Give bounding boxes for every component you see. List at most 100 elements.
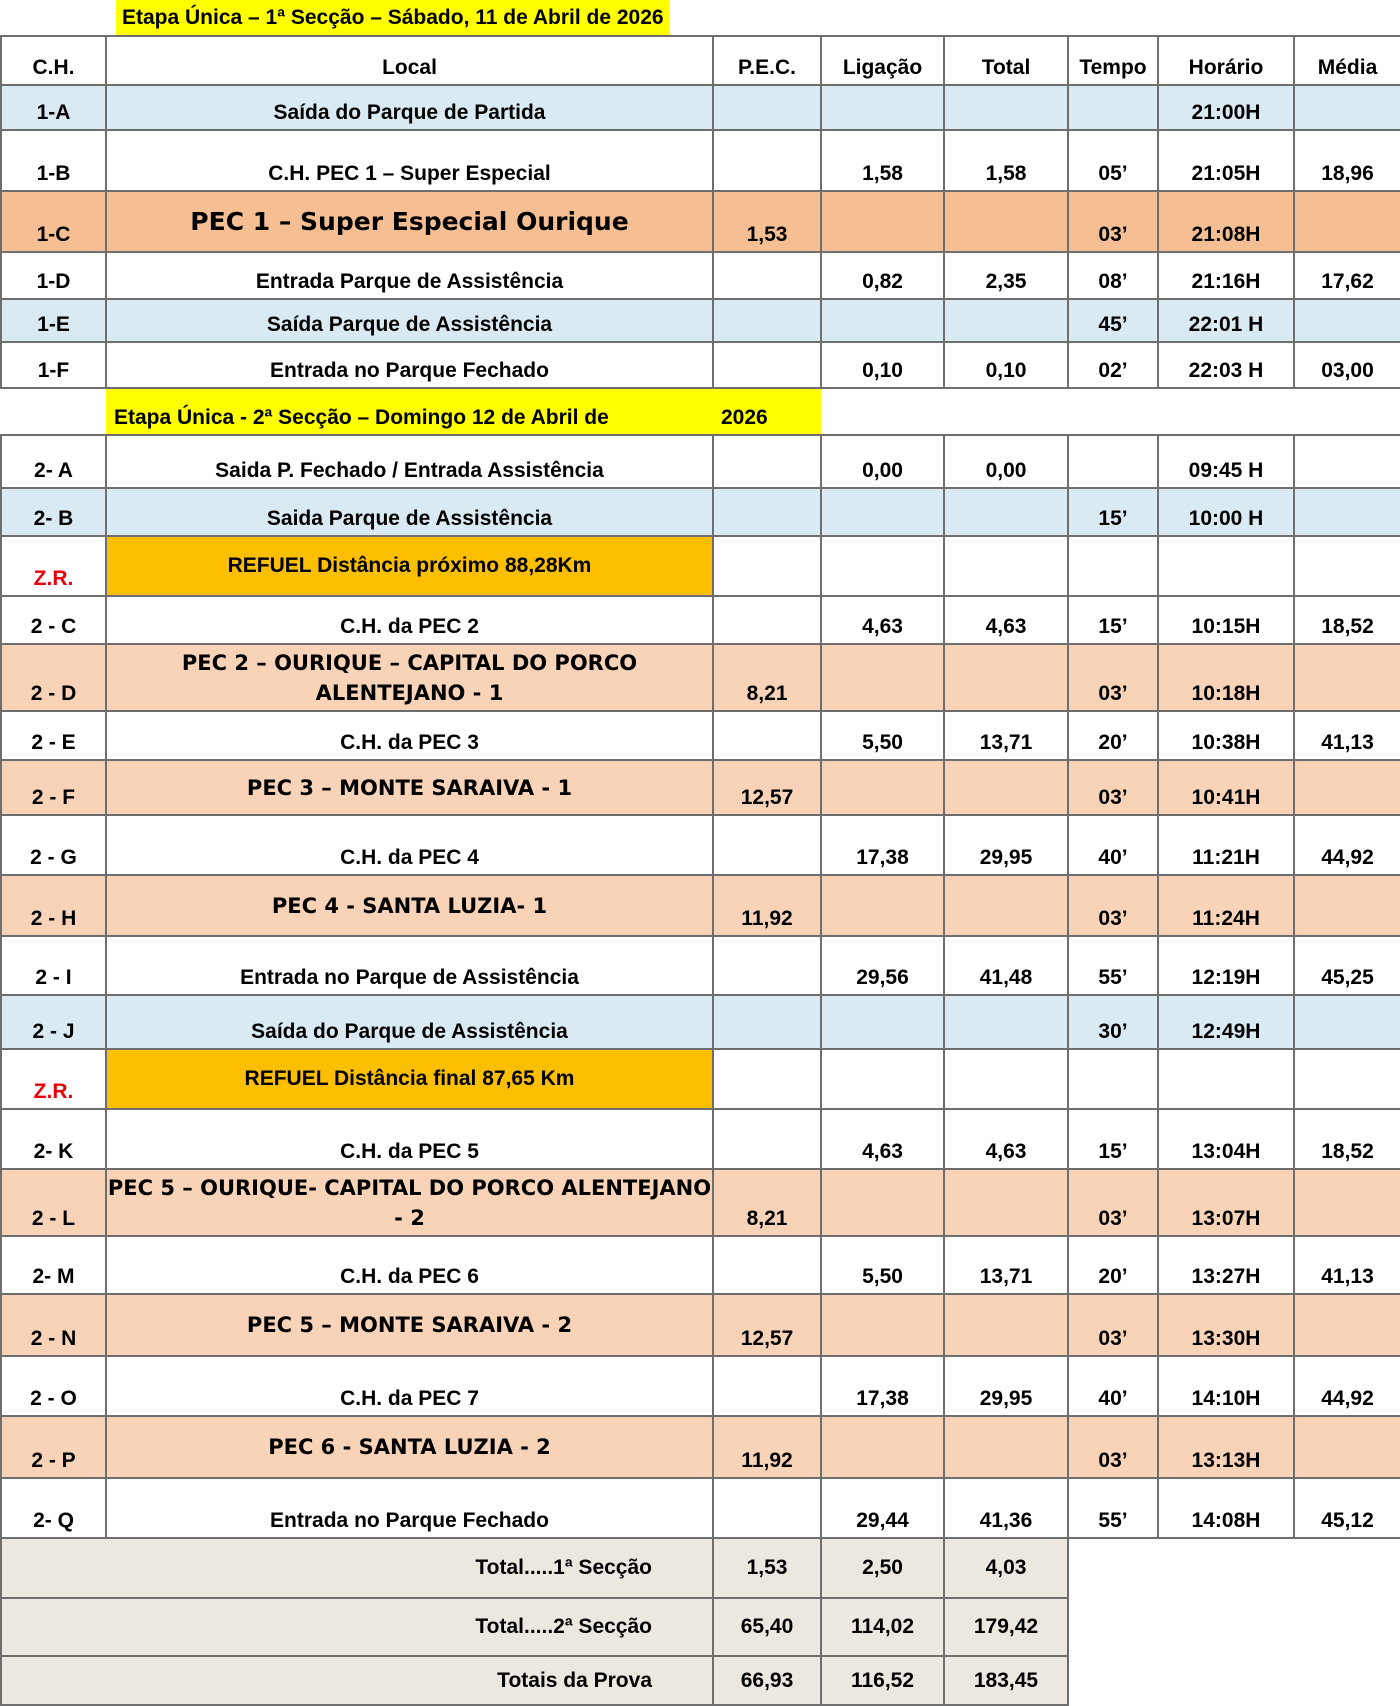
cell-media: 18,96 <box>1293 129 1400 192</box>
cell-local: Saida Parque de Assistência <box>105 487 714 537</box>
cell-horario: 10:38H <box>1157 710 1295 761</box>
cell-pec <box>712 487 822 537</box>
cell-ligacao: 4,63 <box>820 595 945 645</box>
cell-media <box>1293 874 1400 937</box>
cell-total: 1,58 <box>943 129 1069 192</box>
cell-total: 29,95 <box>943 814 1069 876</box>
cell-local: PEC 6 - SANTA LUZIA - 2 <box>105 1415 714 1479</box>
cell-local: Saída do Parque de Assistência <box>105 994 714 1050</box>
cell-total <box>943 1048 1069 1110</box>
cell-ligacao: 4,63 <box>820 1108 945 1170</box>
cell-media: 41,13 <box>1293 710 1400 761</box>
cell-local: Entrada Parque de Assistência <box>105 251 714 300</box>
cell-ligacao <box>820 1168 945 1237</box>
cell-ligacao <box>820 1048 945 1110</box>
cell-pec: 1,53 <box>712 190 822 253</box>
cell-tempo: 05’ <box>1067 129 1159 192</box>
cell-local: Entrada no Parque Fechado <box>105 341 714 389</box>
cell-ch: 1-C <box>0 190 107 253</box>
header-media: Média <box>1293 35 1400 86</box>
cell-ch: 2 - E <box>0 710 107 761</box>
cell-horario: 14:10H <box>1157 1355 1295 1417</box>
cell-ligacao: 5,50 <box>820 1235 945 1295</box>
cell-ch: Z.R. <box>0 1048 107 1110</box>
totals-label: Totais da Prova <box>0 1655 714 1706</box>
cell-tempo: 03’ <box>1067 759 1159 816</box>
cell-total <box>943 874 1069 937</box>
table-row: 2- B Saida Parque de Assistência 15’ 10:00 … <box>0 487 1400 537</box>
header-local: Local <box>105 35 714 86</box>
cell-local: REFUEL Distância próximo 88,28Km <box>105 535 714 597</box>
cell-total <box>943 1415 1069 1479</box>
cell-media <box>1293 1168 1400 1237</box>
timetable: C.H. Local P.E.C. Ligação Total Tempo Horário M… <box>0 35 1400 1706</box>
cell-ch: 2 - L <box>0 1168 107 1237</box>
cell-horario: 21:00H <box>1157 84 1295 131</box>
cell-total <box>943 84 1069 131</box>
cell-pec <box>712 1355 822 1417</box>
cell-tempo <box>1067 84 1159 131</box>
cell-horario: 10:15H <box>1157 595 1295 645</box>
cell-local: C.H. da PEC 4 <box>105 814 714 876</box>
cell-horario: 09:45 H <box>1157 434 1295 489</box>
table-row: 2 - L PEC 5 – OURIQUE- CAPITAL DO PORCO A… <box>0 1168 1400 1237</box>
cell-ligacao: 17,38 <box>820 814 945 876</box>
cell-ch: 1-F <box>0 341 107 389</box>
cell-pec <box>712 1235 822 1295</box>
cell-media <box>1293 487 1400 537</box>
cell-media: 44,92 <box>1293 1355 1400 1417</box>
header-tempo: Tempo <box>1067 35 1159 86</box>
cell-horario: 11:21H <box>1157 814 1295 876</box>
cell-ch: 2- B <box>0 487 107 537</box>
header-ligacao: Ligação <box>820 35 945 86</box>
cell-local: Saída do Parque de Partida <box>105 84 714 131</box>
cell-pec: 8,21 <box>712 643 822 712</box>
cell-ligacao <box>820 84 945 131</box>
table-row: 2 - G C.H. da PEC 4 17,38 29,95 40’ 11:21H 44,… <box>0 814 1400 876</box>
cell-tempo: 15’ <box>1067 1108 1159 1170</box>
header-ch: C.H. <box>0 35 107 86</box>
cell-horario: 13:07H <box>1157 1168 1295 1237</box>
cell-local: Entrada no Parque Fechado <box>105 1477 714 1539</box>
cell-tempo: 20’ <box>1067 710 1159 761</box>
blank-cell <box>1068 1537 1400 1598</box>
table-row: 2 - C C.H. da PEC 2 4,63 4,63 15’ 10:15H 18,52 <box>0 595 1400 645</box>
cell-horario: 22:01 H <box>1157 298 1295 343</box>
blank-cell <box>821 387 1400 436</box>
table-row: 2 - N PEC 5 – MONTE SARAIVA - 2 12,57 03’ 13… <box>0 1293 1400 1357</box>
cell-ligacao: 0,10 <box>820 341 945 389</box>
cell-local: C.H. da PEC 6 <box>105 1235 714 1295</box>
cell-pec <box>712 994 822 1050</box>
cell-total: 13,71 <box>943 710 1069 761</box>
cell-ch: 2 - I <box>0 935 107 996</box>
cell-horario <box>1157 535 1295 597</box>
cell-ch: 2 - G <box>0 814 107 876</box>
cell-pec: 11,92 <box>712 874 822 937</box>
table-row: 2 - O C.H. da PEC 7 17,38 29,95 40’ 14:10H 44,… <box>0 1355 1400 1417</box>
cell-local: C.H. da PEC 7 <box>105 1355 714 1417</box>
cell-local: Saida P. Fechado / Entrada Assistência <box>105 434 714 489</box>
cell-media <box>1293 1415 1400 1479</box>
cell-ch: 2 - O <box>0 1355 107 1417</box>
header-pec: P.E.C. <box>712 35 822 86</box>
cell-pec <box>712 1477 822 1539</box>
cell-media <box>1293 994 1400 1050</box>
cell-ligacao <box>820 487 945 537</box>
table-row: Z.R. REFUEL Distância final 87,65 Km <box>0 1048 1400 1110</box>
cell-horario <box>1157 1048 1295 1110</box>
totals-lig: 116,52 <box>820 1655 945 1706</box>
cell-media <box>1293 643 1400 712</box>
table-row: 1-E Saída Parque de Assistência 45’ 22:01 H <box>0 298 1400 343</box>
header-horario: Horário <box>1157 35 1295 86</box>
cell-ligacao: 29,56 <box>820 935 945 996</box>
totals-label: Total.....1ª Secção <box>0 1537 714 1599</box>
blank-cell <box>1068 1598 1400 1656</box>
cell-tempo: 20’ <box>1067 1235 1159 1295</box>
cell-pec <box>712 251 822 300</box>
cell-ligacao: 0,82 <box>820 251 945 300</box>
cell-media: 18,52 <box>1293 595 1400 645</box>
cell-ligacao: 0,00 <box>820 434 945 489</box>
cell-media: 45,25 <box>1293 935 1400 996</box>
totals-row: Total.....1ª Secção 1,53 2,50 4,03 <box>0 1537 1400 1599</box>
cell-media <box>1293 1048 1400 1110</box>
